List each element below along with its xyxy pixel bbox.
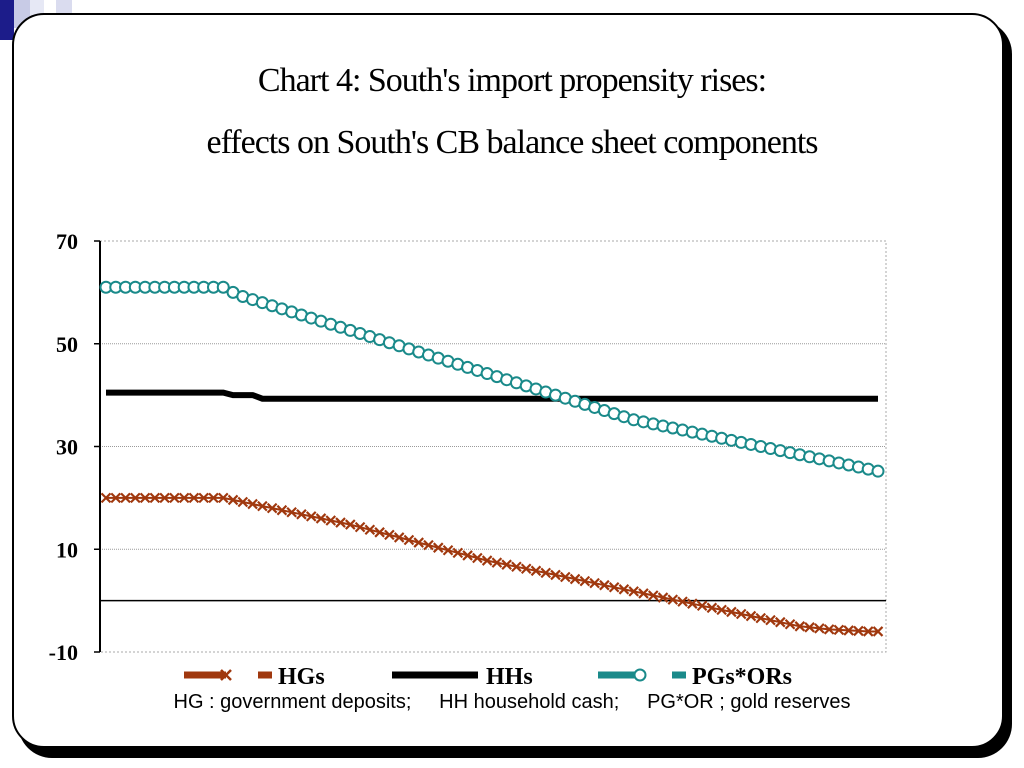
data-point: [833, 624, 845, 636]
data-point: [491, 557, 503, 568]
series-line: [106, 389, 878, 402]
data-point: [130, 492, 141, 504]
data-point: [784, 618, 796, 630]
data-point: [599, 579, 610, 591]
data-point: [178, 492, 190, 504]
data-point: [755, 612, 767, 624]
data-point: [853, 625, 864, 637]
data-point: [345, 519, 356, 530]
data-point: [325, 515, 337, 526]
data-point: [657, 592, 669, 603]
data-point: [843, 625, 854, 636]
y-tick-label: -10: [49, 640, 78, 665]
data-point: [227, 494, 239, 506]
data-point: [276, 504, 288, 516]
data-point: [677, 596, 688, 607]
data-point: [315, 513, 327, 524]
data-point: [775, 616, 786, 628]
data-point: [647, 590, 659, 601]
data-point: [139, 492, 151, 504]
data-point: [871, 464, 885, 478]
data-point: [286, 506, 297, 518]
data-point: [511, 561, 522, 572]
data-point: [735, 608, 747, 620]
data-point: [589, 577, 600, 589]
data-point: [667, 594, 679, 605]
data-point: [706, 602, 718, 614]
data-point: [560, 571, 571, 583]
data-point: [569, 573, 581, 585]
data-point: [579, 575, 591, 587]
data-point: [198, 492, 209, 504]
series-line: [106, 496, 878, 633]
legend-label: HGs: [278, 664, 325, 690]
chart-title-line1: Chart 4: South's import propensity rises…: [257, 62, 767, 99]
data-point: [393, 532, 405, 543]
y-tick-label: 30: [56, 435, 78, 460]
data-point: [442, 545, 454, 556]
data-point: [472, 552, 483, 564]
data-point: [765, 614, 776, 626]
data-point: [794, 621, 806, 632]
data-point: [481, 555, 493, 566]
data-point: [159, 492, 170, 504]
data-point: [149, 492, 161, 504]
data-point: [413, 537, 424, 548]
legend-label: HHs: [486, 664, 533, 690]
data-point: [384, 529, 395, 541]
data-point: [618, 584, 630, 595]
corner-decoration: [0, 0, 14, 40]
y-tick-label: 50: [56, 332, 78, 357]
data-point: [726, 606, 737, 618]
data-point: [217, 492, 229, 504]
data-point: [100, 492, 112, 504]
y-tick-label: 70: [56, 229, 78, 254]
data-point: [452, 547, 464, 559]
data-point: [208, 492, 219, 504]
data-point: [266, 502, 278, 514]
data-point: [862, 626, 874, 637]
data-point: [354, 521, 366, 533]
data-point: [608, 581, 620, 593]
data-point: [216, 280, 230, 294]
data-point: [247, 498, 258, 510]
data-point: [188, 492, 200, 504]
legend-label: PGs*ORs: [692, 664, 792, 690]
data-point: [628, 586, 639, 597]
legend-marker: [220, 669, 232, 681]
data-point: [872, 626, 884, 637]
data-point: [804, 622, 815, 633]
data-point: [257, 500, 268, 512]
data-point: [716, 604, 727, 616]
data-point: [501, 559, 512, 570]
data-point: [696, 600, 708, 612]
data-point: [237, 496, 249, 508]
data-point: [364, 524, 376, 536]
data-point: [423, 539, 434, 551]
legend-marker: [633, 668, 647, 682]
y-tick-label: 10: [56, 537, 78, 562]
data-point: [335, 517, 346, 528]
data-point: [296, 509, 307, 520]
data-point: [432, 542, 444, 553]
data-point: [110, 492, 122, 504]
data-point: [374, 527, 385, 538]
data-point: [462, 550, 473, 561]
chart-title-line2: effects on South's CB balance sheet comp…: [206, 124, 818, 161]
data-point: [814, 623, 825, 634]
data-point: [169, 492, 180, 504]
data-point: [745, 610, 757, 622]
data-point: [520, 563, 532, 575]
data-point: [120, 492, 131, 504]
data-point: [687, 598, 698, 609]
data-point: [823, 624, 835, 635]
footnote: HG : government deposits; HH household c…: [173, 691, 851, 713]
data-point: [305, 511, 317, 522]
data-point: [550, 569, 561, 581]
data-point: [540, 567, 552, 579]
data-point: [530, 565, 542, 577]
data-point: [638, 588, 649, 599]
data-point: [403, 534, 415, 546]
